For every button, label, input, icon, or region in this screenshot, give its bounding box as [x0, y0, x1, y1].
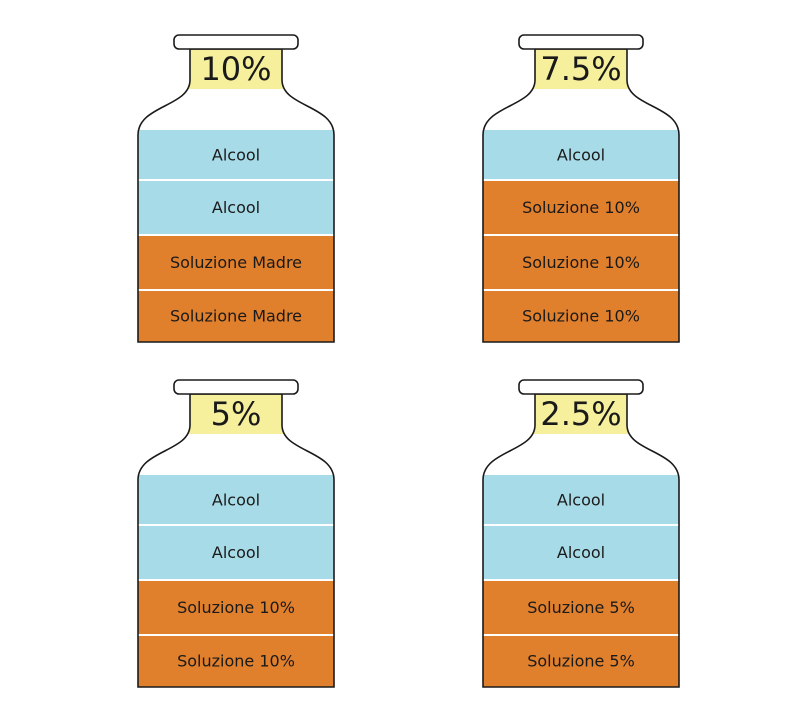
bottle: Alcool Alcool Soluzione 10% Soluzione 10% 5%	[137, 379, 335, 688]
bottle-outline	[137, 48, 335, 343]
layer	[138, 235, 334, 290]
bottle: Alcool Alcool Soluzione 5% Soluzione 5% 2.5%	[482, 379, 680, 688]
layer-label: Soluzione 5%	[527, 652, 635, 671]
bottle-lip	[173, 34, 299, 50]
layer-label: Soluzione 5%	[527, 598, 635, 617]
layer	[138, 525, 334, 580]
layer-label: Soluzione 10%	[177, 652, 295, 671]
bottle-outline	[482, 48, 680, 343]
layer	[138, 290, 334, 342]
layer-label: Soluzione Madre	[170, 253, 302, 272]
layer	[483, 290, 679, 342]
layer	[138, 130, 334, 180]
layer-label: Soluzione 10%	[522, 198, 640, 217]
bottle-outline	[482, 393, 680, 688]
layer-label: Alcool	[557, 543, 605, 562]
layer-label: Alcool	[212, 198, 260, 217]
layer-label: Alcool	[557, 491, 605, 510]
bottle: Alcool Alcool Soluzione Madre Soluzione Mad…	[137, 34, 335, 343]
bottle-lip	[173, 379, 299, 395]
layer	[138, 475, 334, 525]
bottle-lip	[518, 34, 644, 50]
layer	[483, 130, 679, 180]
bottle-outline	[137, 393, 335, 688]
layer-label: Soluzione 10%	[522, 307, 640, 326]
layer	[483, 475, 679, 525]
layer-label: Soluzione 10%	[522, 253, 640, 272]
layer-label: Alcool	[212, 543, 260, 562]
concentration-label: 5%	[211, 395, 262, 433]
bottle-lip	[518, 379, 644, 395]
layer	[138, 635, 334, 687]
layer-label: Soluzione 10%	[177, 598, 295, 617]
concentration-label: 10%	[200, 50, 271, 88]
layer	[483, 580, 679, 635]
layer-label: Alcool	[557, 146, 605, 165]
layer-label: Alcool	[212, 491, 260, 510]
layer	[483, 525, 679, 580]
layer-label: Soluzione Madre	[170, 307, 302, 326]
concentration-label: 7.5%	[540, 50, 621, 88]
layer-label: Alcool	[212, 146, 260, 165]
layer	[138, 580, 334, 635]
layer	[483, 235, 679, 290]
bottle: Alcool Soluzione 10% Soluzione 10% Soluzion…	[482, 34, 680, 343]
layer	[138, 180, 334, 235]
layer	[483, 635, 679, 687]
concentration-label: 2.5%	[540, 395, 621, 433]
layer	[483, 180, 679, 235]
